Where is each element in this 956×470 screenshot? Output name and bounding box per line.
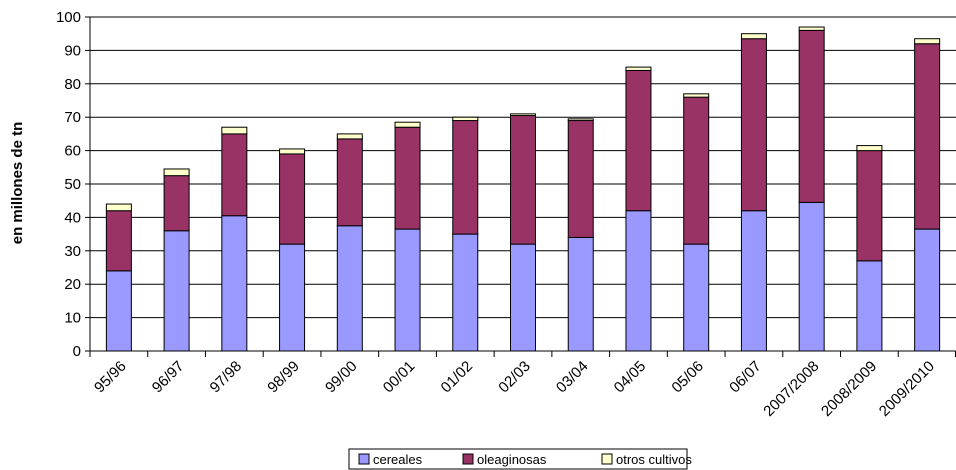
- legend-label: cereales: [373, 452, 423, 467]
- bar-otros-cultivos: [740, 33, 767, 40]
- legend-label: otros cultivos: [616, 452, 692, 467]
- y-tick-label: 80: [64, 76, 81, 93]
- x-tick-label: 99/00: [322, 358, 361, 397]
- x-tick-label: 95/96: [91, 358, 130, 397]
- bar-oleaginosas: [914, 43, 941, 230]
- bar-otros-cultivos: [625, 66, 652, 71]
- y-tick-label: 30: [64, 243, 81, 260]
- legend-label: oleaginosas: [477, 452, 547, 467]
- bar-cereales: [510, 243, 536, 352]
- y-axis-label: en millones de tn: [9, 122, 26, 245]
- bars: [105, 26, 941, 352]
- bar-otros-cultivos: [452, 116, 479, 122]
- y-tick-label: 90: [64, 42, 81, 59]
- x-tick-label: 02/03: [495, 358, 534, 397]
- bar-oleaginosas: [163, 175, 190, 232]
- bar-otros-cultivos: [914, 38, 941, 45]
- bar-cereales: [798, 201, 825, 352]
- x-tick-label: 97/98: [207, 358, 246, 397]
- x-tick-labels: 95/96 96/97 97/98 98/99 99/00 00/01 01/02 02/03…: [91, 358, 938, 420]
- bar-otros-cultivos: [336, 133, 363, 140]
- bar-otros-cultivos: [567, 118, 594, 122]
- bar-oleaginosas: [798, 29, 825, 203]
- bar-cereales: [452, 233, 479, 352]
- bar-cereales: [740, 210, 767, 352]
- y-tick-label: 40: [64, 209, 81, 226]
- bar-oleaginosas: [221, 133, 248, 217]
- bar-cereales: [221, 215, 248, 352]
- x-tick-label: 03/04: [553, 358, 592, 397]
- bar-cereales: [914, 228, 941, 352]
- bar-oleaginosas: [394, 126, 421, 230]
- bar-cereales: [279, 243, 306, 352]
- bar-oleaginosas: [567, 120, 594, 238]
- x-tick-label: 04/05: [611, 358, 650, 397]
- bar-oleaginosas: [452, 120, 479, 235]
- bar-cereales: [105, 270, 132, 352]
- x-tick-label: 00/01: [380, 358, 419, 397]
- x-tick-label: 2008/2009: [818, 358, 880, 420]
- x-tick-label: 2007/2008: [760, 358, 822, 420]
- bar-cereales: [336, 225, 363, 352]
- bar-oleaginosas: [279, 153, 306, 245]
- bar-otros-cultivos: [279, 148, 306, 155]
- legend-swatch: [462, 453, 474, 465]
- bar-oleaginosas: [683, 96, 710, 245]
- x-tick-label: 2009/2010: [876, 358, 938, 420]
- bar-cereales: [394, 228, 421, 352]
- bar-oleaginosas: [740, 38, 767, 212]
- x-tick-label: 01/02: [438, 358, 477, 397]
- x-tick-label: 96/97: [149, 358, 188, 397]
- y-tick-label: 70: [64, 109, 81, 126]
- bar-cereales: [567, 236, 594, 352]
- y-tick-label: 20: [64, 276, 81, 293]
- bar-otros-cultivos: [510, 113, 536, 117]
- bar-otros-cultivos: [683, 93, 710, 98]
- y-tick-label: 50: [64, 176, 81, 193]
- bar-cereales: [856, 260, 883, 352]
- bar-oleaginosas: [336, 138, 363, 227]
- y-tick-label: 100: [56, 9, 81, 26]
- bar-otros-cultivos: [856, 145, 883, 152]
- bar-oleaginosas: [856, 150, 883, 262]
- bar-cereales: [683, 243, 710, 352]
- x-tick-label: 06/07: [726, 358, 765, 397]
- x-tick-label: 05/06: [668, 358, 707, 397]
- legend-swatch: [601, 453, 613, 465]
- bar-otros-cultivos: [798, 26, 825, 31]
- bar-oleaginosas: [510, 115, 536, 245]
- legend: cereales oleaginosas otros cultivos: [348, 448, 692, 470]
- bar-oleaginosas: [625, 69, 652, 212]
- bar-otros-cultivos: [105, 203, 132, 212]
- y-tick-labels: 0 10 20 30 40 50 60 70 80 90 100: [56, 9, 81, 360]
- bar-oleaginosas: [105, 210, 132, 272]
- bar-cereales: [625, 210, 652, 352]
- y-tick-label: 60: [64, 143, 81, 160]
- bar-otros-cultivos: [163, 168, 190, 177]
- bar-otros-cultivos: [394, 121, 421, 128]
- bar-otros-cultivos: [221, 126, 248, 135]
- bar-cereales: [163, 230, 190, 352]
- legend-swatch: [358, 453, 370, 465]
- y-tick-label: 10: [64, 310, 81, 327]
- x-tick-label: 98/99: [264, 358, 303, 397]
- y-tick-label: 0: [73, 343, 81, 360]
